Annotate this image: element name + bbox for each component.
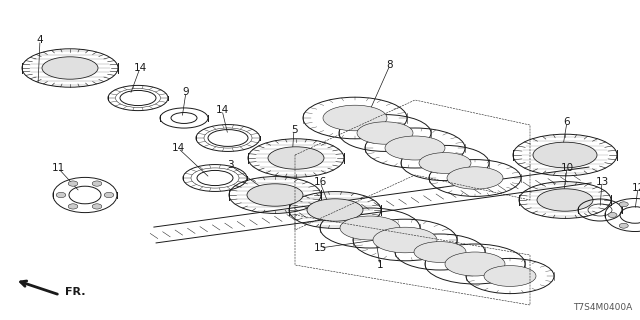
Text: 1: 1 [377,260,383,270]
Ellipse shape [419,153,471,173]
Text: 5: 5 [291,125,298,135]
Ellipse shape [323,105,387,131]
Ellipse shape [68,204,78,209]
Ellipse shape [447,167,503,189]
Ellipse shape [268,147,324,169]
Text: 16: 16 [314,177,326,187]
Text: 14: 14 [133,63,147,73]
Text: 14: 14 [216,105,228,115]
Ellipse shape [484,266,536,286]
Text: 13: 13 [595,177,609,187]
Ellipse shape [373,227,437,253]
Ellipse shape [537,189,593,211]
Ellipse shape [42,57,98,79]
Text: 9: 9 [182,87,189,97]
Ellipse shape [307,199,363,221]
Text: 6: 6 [564,117,570,127]
Ellipse shape [385,136,445,160]
Ellipse shape [445,252,505,276]
Text: FR.: FR. [65,287,86,297]
Text: T7S4M0400A: T7S4M0400A [573,303,632,312]
Text: 14: 14 [172,143,184,153]
Ellipse shape [608,212,617,218]
Ellipse shape [104,192,114,198]
Text: 15: 15 [314,243,326,253]
Ellipse shape [56,192,66,198]
Ellipse shape [247,184,303,206]
Text: 8: 8 [387,60,394,70]
Ellipse shape [533,142,597,168]
Ellipse shape [620,202,628,207]
Ellipse shape [92,204,102,209]
Ellipse shape [357,122,413,144]
Text: 4: 4 [36,35,44,45]
Ellipse shape [68,181,78,186]
Text: 3: 3 [227,160,234,170]
Text: 11: 11 [51,163,65,173]
Ellipse shape [340,216,400,240]
Ellipse shape [414,242,466,262]
Text: 12: 12 [632,183,640,193]
Ellipse shape [620,223,628,228]
Text: 10: 10 [561,163,573,173]
Ellipse shape [92,181,102,186]
